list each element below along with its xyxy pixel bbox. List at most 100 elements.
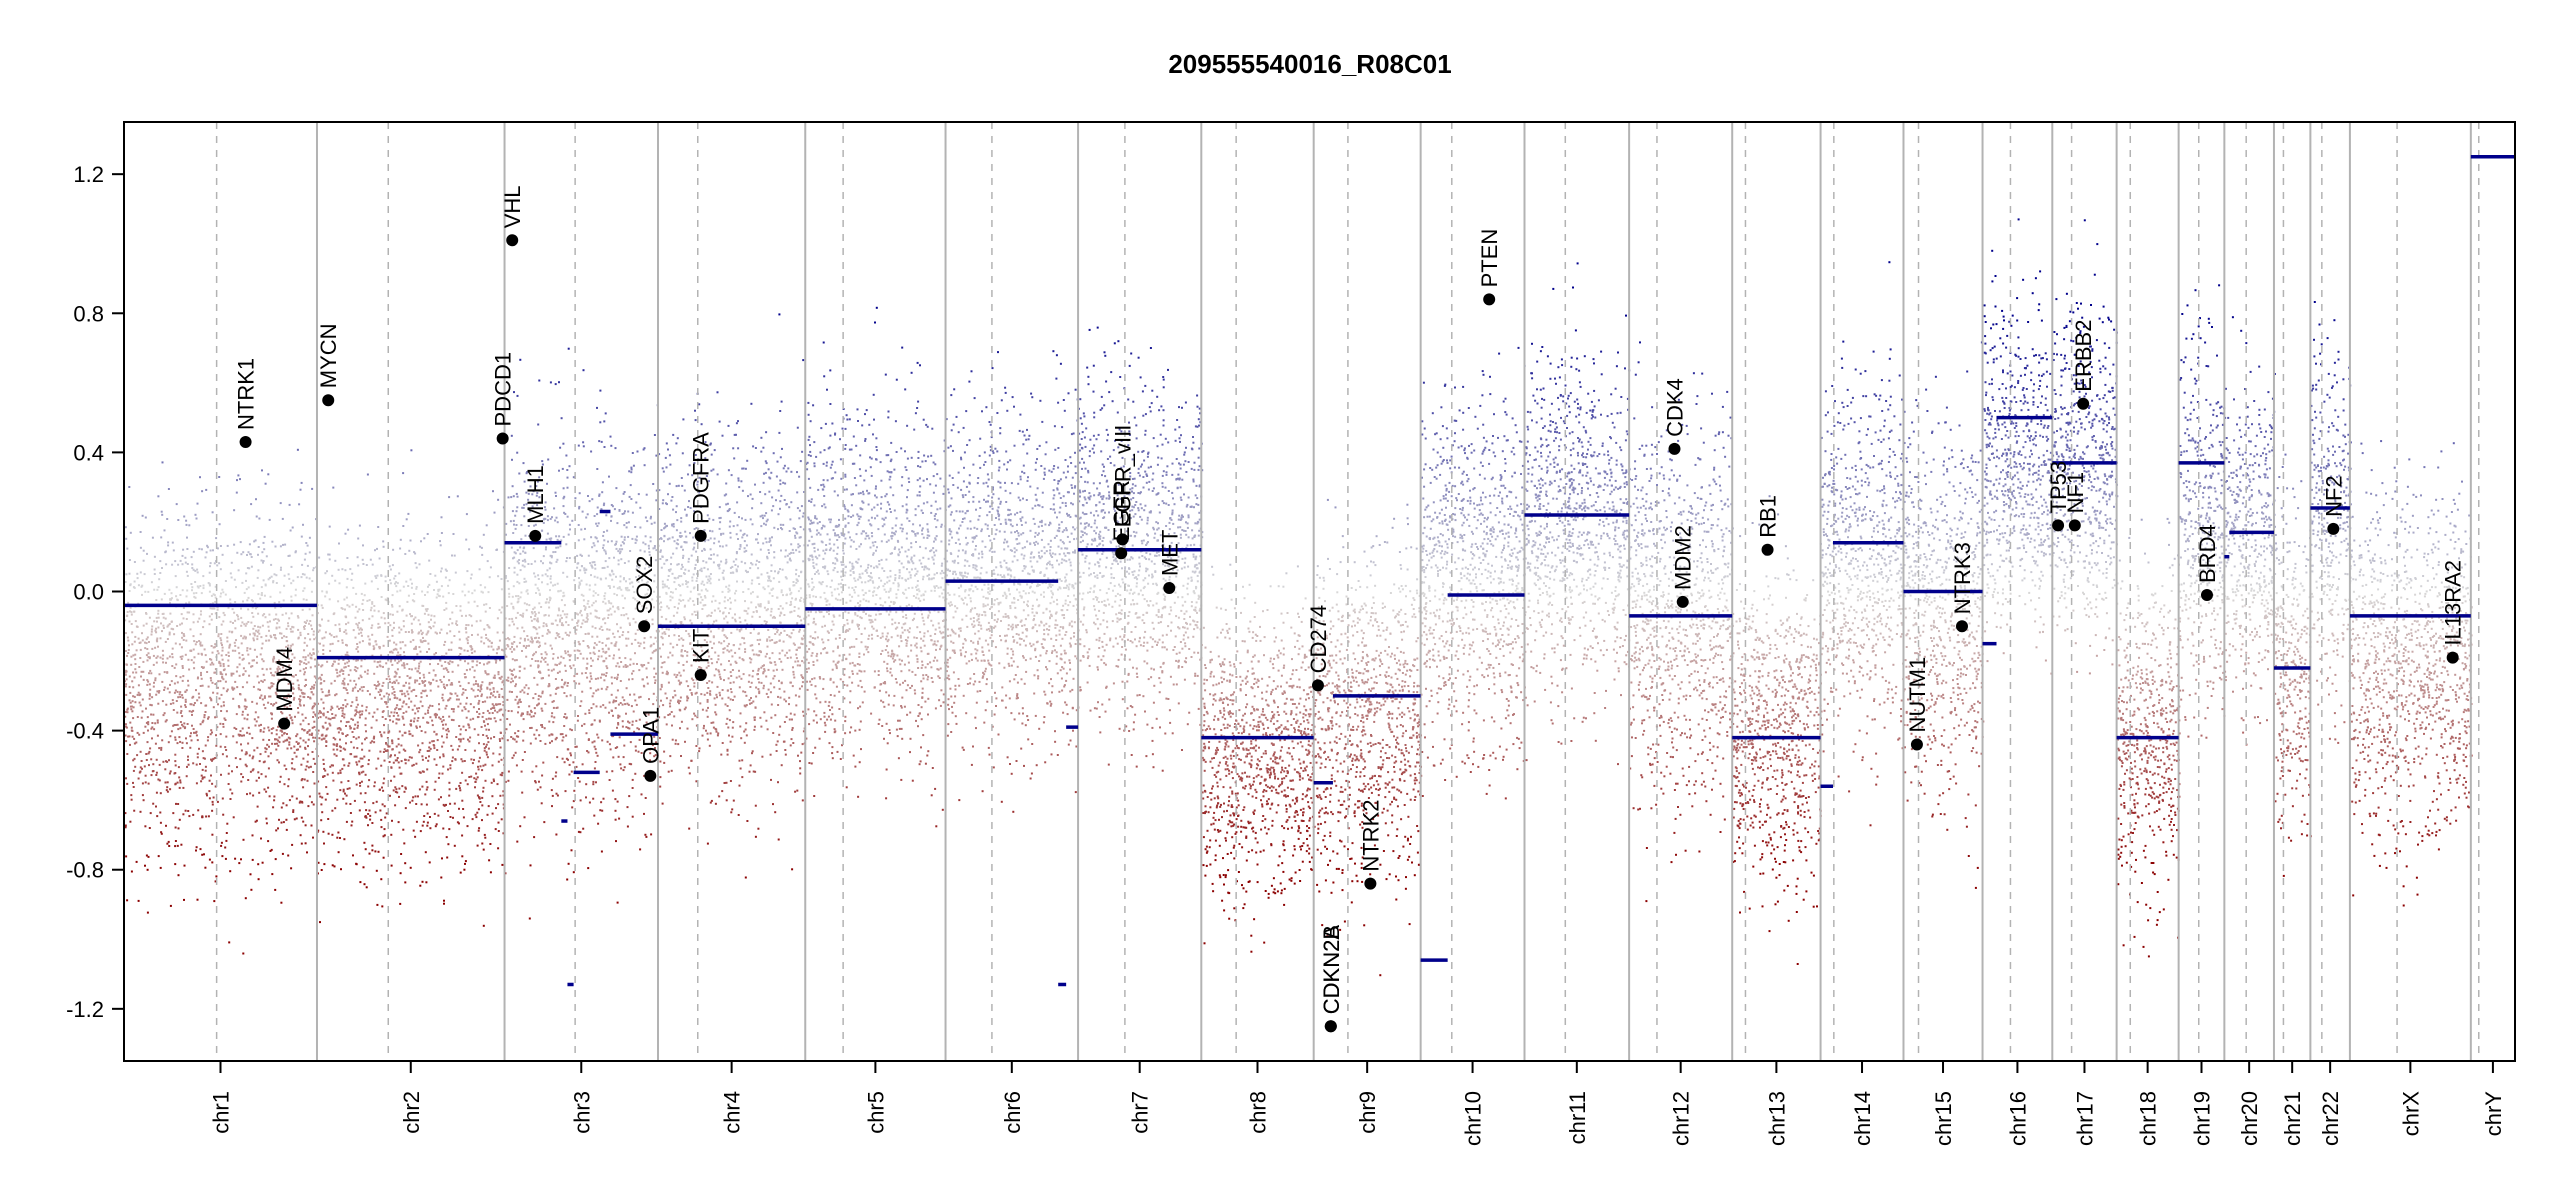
probe-point — [200, 610, 202, 612]
probe-point — [304, 671, 306, 673]
probe-point — [151, 581, 153, 583]
probe-point — [125, 711, 127, 713]
probe-point — [157, 495, 159, 497]
probe-point — [200, 723, 202, 725]
probe-point — [131, 611, 133, 613]
probe-point — [256, 656, 258, 658]
probe-point — [238, 734, 240, 736]
probe-point — [176, 625, 178, 627]
probe-point — [487, 710, 489, 712]
probe-point — [254, 634, 256, 636]
probe-point — [175, 643, 177, 645]
probe-point — [264, 697, 266, 699]
probe-point — [162, 625, 164, 627]
probe-point — [186, 742, 188, 744]
probe-point — [141, 717, 143, 719]
probe-point — [209, 623, 211, 625]
probe-point — [149, 670, 151, 672]
probe-point — [162, 761, 164, 763]
probe-point — [134, 561, 136, 563]
probe-point — [287, 625, 289, 627]
probe-point — [298, 742, 300, 744]
probe-point — [129, 699, 131, 701]
probe-point — [307, 780, 309, 782]
probe-point — [281, 807, 283, 809]
probe-point — [466, 717, 468, 719]
probe-point — [263, 674, 265, 676]
probe-point — [270, 752, 272, 754]
probe-point — [299, 670, 301, 672]
probe-point — [246, 681, 248, 683]
probe-point — [251, 665, 253, 667]
probe-point — [301, 576, 303, 578]
probe-point — [280, 569, 282, 571]
probe-point — [258, 777, 260, 779]
probe-point — [288, 741, 290, 743]
probe-point — [184, 865, 186, 867]
probe-point — [266, 555, 268, 557]
probe-point — [314, 659, 316, 661]
probe-point — [309, 638, 311, 640]
probe-point — [132, 654, 134, 656]
probe-point — [175, 575, 177, 577]
probe-point — [197, 621, 199, 623]
probe-point — [166, 843, 168, 845]
probe-point — [129, 686, 131, 688]
probe-point — [207, 736, 209, 738]
probe-point — [157, 613, 159, 615]
probe-point — [210, 699, 212, 701]
probe-point — [248, 727, 250, 729]
probe-point — [213, 900, 215, 902]
probe-point — [130, 794, 132, 796]
probe-point — [200, 702, 202, 704]
probe-point — [247, 779, 249, 781]
probe-point — [232, 608, 234, 610]
probe-point — [275, 858, 277, 860]
probe-point — [188, 669, 190, 671]
probe-point — [153, 770, 155, 772]
probe-point — [245, 897, 247, 899]
probe-point — [234, 620, 236, 622]
probe-point — [178, 776, 180, 778]
probe-point — [169, 613, 171, 615]
probe-point — [198, 618, 200, 620]
probe-point — [186, 537, 188, 539]
probe-point — [301, 714, 303, 716]
probe-point — [244, 592, 246, 594]
probe-point — [306, 732, 308, 734]
probe-point — [260, 724, 262, 726]
probe-point — [356, 706, 358, 708]
probe-point — [280, 776, 282, 778]
probe-point — [177, 681, 179, 683]
probe-point — [174, 736, 176, 738]
probe-point — [177, 782, 179, 784]
probe-point — [190, 583, 192, 585]
probe-point — [186, 590, 188, 592]
probe-point — [152, 714, 154, 716]
probe-point — [177, 728, 179, 730]
probe-point — [238, 705, 240, 707]
probe-point — [134, 677, 136, 679]
probe-point — [436, 749, 438, 751]
probe-point — [159, 560, 161, 562]
probe-point — [177, 845, 179, 847]
probe-point — [194, 581, 196, 583]
probe-point — [251, 612, 253, 614]
probe-point — [258, 633, 260, 635]
probe-point — [196, 699, 198, 701]
probe-point — [221, 855, 223, 857]
probe-point — [227, 660, 229, 662]
probe-point — [234, 642, 236, 644]
probe-point — [286, 733, 288, 735]
probe-point — [405, 631, 407, 633]
probe-point — [489, 696, 491, 698]
probe-point — [292, 722, 294, 724]
probe-point — [203, 757, 205, 759]
probe-point — [458, 785, 460, 787]
probe-point — [236, 741, 238, 743]
probe-point — [207, 718, 209, 720]
probe-point — [187, 563, 189, 565]
probe-point — [202, 769, 204, 771]
probe-point — [311, 707, 313, 709]
probe-point — [160, 637, 162, 639]
